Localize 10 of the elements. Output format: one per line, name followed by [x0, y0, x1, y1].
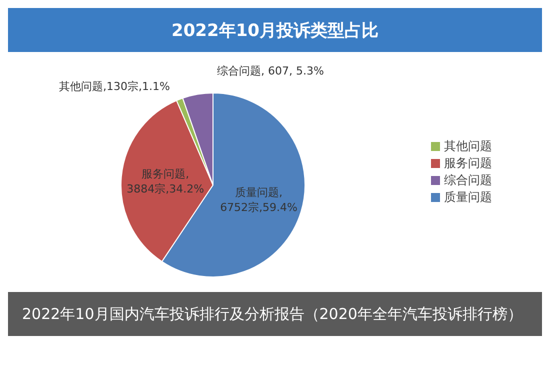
chart-title: 2022年10月投诉类型占比: [8, 8, 542, 52]
data-label: 质量问题, 6752宗,59.4%: [220, 186, 298, 214]
data-label: 服务问题, 3884宗,34.2%: [126, 168, 204, 196]
legend-label: 质量问题: [444, 190, 492, 204]
legend-label: 服务问题: [444, 156, 492, 170]
legend-label: 其他问题: [444, 139, 492, 153]
data-label: 综合问题, 607, 5.3%: [217, 64, 324, 78]
legend-label: 综合问题: [444, 173, 492, 187]
text: 2022年10月国内汽车投诉排行及分析报告（2020年全年汽车投诉排行榜）: [8, 292, 542, 336]
data-label: 其他问题,130宗,1.1%: [59, 80, 170, 93]
